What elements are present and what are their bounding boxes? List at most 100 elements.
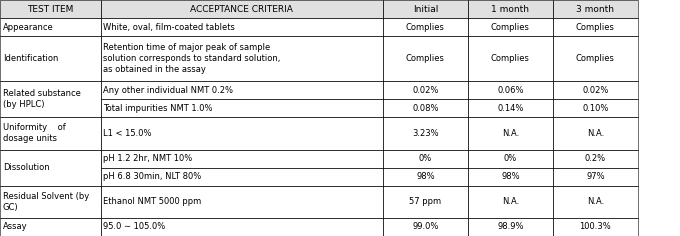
Bar [468, 18, 553, 36]
Bar [383, 36, 468, 81]
Text: ACCEPTANCE CRITERIA: ACCEPTANCE CRITERIA [190, 4, 293, 13]
Text: N.A.: N.A. [502, 197, 519, 206]
Text: Retention time of major peak of sample
solution corresponds to standard solution: Retention time of major peak of sample s… [103, 43, 281, 74]
Text: L1 < 15.0%: L1 < 15.0% [103, 129, 152, 138]
Bar [468, 0, 553, 18]
Text: Assay: Assay [3, 223, 27, 232]
Bar [101, 81, 383, 99]
Bar [0, 0, 101, 18]
Bar [0, 117, 101, 150]
Bar [553, 18, 638, 36]
Bar [0, 150, 101, 185]
Bar [383, 99, 468, 117]
Text: 1 month: 1 month [492, 4, 529, 13]
Text: Any other individual NMT 0.2%: Any other individual NMT 0.2% [103, 86, 233, 95]
Bar [101, 168, 383, 185]
Bar [468, 99, 553, 117]
Text: 98%: 98% [501, 172, 520, 181]
Bar [553, 81, 638, 99]
Text: Complies: Complies [576, 54, 615, 63]
Bar [0, 36, 101, 81]
Bar [101, 18, 383, 36]
Bar [553, 99, 638, 117]
Bar [383, 0, 468, 18]
Text: Complies: Complies [406, 22, 445, 32]
Bar [553, 36, 638, 81]
Text: Complies: Complies [491, 22, 530, 32]
Text: Related substance
(by HPLC): Related substance (by HPLC) [3, 89, 81, 109]
Text: 0%: 0% [419, 154, 432, 163]
Bar [383, 0, 468, 18]
Bar [553, 168, 638, 185]
Bar [468, 218, 553, 236]
Text: Uniformity    of
dosage units: Uniformity of dosage units [3, 123, 65, 143]
Bar [101, 99, 383, 117]
Bar [468, 150, 553, 168]
Text: 95.0 ∼ 105.0%: 95.0 ∼ 105.0% [103, 223, 166, 232]
Bar [383, 185, 468, 218]
Text: TEST ITEM: TEST ITEM [27, 4, 73, 13]
Text: Complies: Complies [576, 22, 615, 32]
Bar [101, 168, 383, 185]
Text: 0.08%: 0.08% [412, 104, 439, 113]
Bar [553, 117, 638, 150]
Bar [101, 117, 383, 150]
Bar [101, 117, 383, 150]
Bar [468, 117, 553, 150]
Text: 3.23%: 3.23% [412, 129, 439, 138]
Bar [553, 185, 638, 218]
Bar [468, 185, 553, 218]
Text: pH 1.2 2hr, NMT 10%: pH 1.2 2hr, NMT 10% [103, 154, 192, 163]
Bar [0, 117, 101, 150]
Text: Appearance: Appearance [3, 22, 54, 32]
Bar [553, 0, 638, 18]
Bar [101, 218, 383, 236]
Bar [553, 81, 638, 99]
Bar [0, 81, 101, 117]
Bar [468, 36, 553, 81]
Bar [553, 0, 638, 18]
Text: 0%: 0% [504, 154, 517, 163]
Text: 97%: 97% [586, 172, 605, 181]
Bar [553, 185, 638, 218]
Bar [383, 218, 468, 236]
Bar [0, 18, 101, 36]
Bar [101, 99, 383, 117]
Bar [468, 117, 553, 150]
Bar [383, 168, 468, 185]
Text: 99.0%: 99.0% [412, 223, 439, 232]
Bar [553, 150, 638, 168]
Text: 98.9%: 98.9% [497, 223, 524, 232]
Bar [468, 185, 553, 218]
Text: 57 ppm: 57 ppm [409, 197, 441, 206]
Bar [383, 99, 468, 117]
Bar [468, 81, 553, 99]
Bar [383, 150, 468, 168]
Text: 98%: 98% [416, 172, 435, 181]
Bar [101, 218, 383, 236]
Bar [553, 168, 638, 185]
Text: 0.10%: 0.10% [582, 104, 609, 113]
Bar [383, 218, 468, 236]
Bar [0, 185, 101, 218]
Bar [0, 18, 101, 36]
Bar [468, 36, 553, 81]
Bar [383, 117, 468, 150]
Bar [468, 81, 553, 99]
Bar [553, 99, 638, 117]
Bar [101, 150, 383, 168]
Bar [0, 185, 101, 218]
Bar [0, 218, 101, 236]
Bar [468, 150, 553, 168]
Bar [468, 18, 553, 36]
Text: 0.02%: 0.02% [412, 86, 439, 95]
Text: Total impurities NMT 1.0%: Total impurities NMT 1.0% [103, 104, 213, 113]
Bar [383, 36, 468, 81]
Bar [553, 218, 638, 236]
Bar [101, 18, 383, 36]
Bar [101, 0, 383, 18]
Text: N.A.: N.A. [587, 197, 604, 206]
Bar [383, 81, 468, 99]
Text: Complies: Complies [406, 54, 445, 63]
Bar [553, 117, 638, 150]
